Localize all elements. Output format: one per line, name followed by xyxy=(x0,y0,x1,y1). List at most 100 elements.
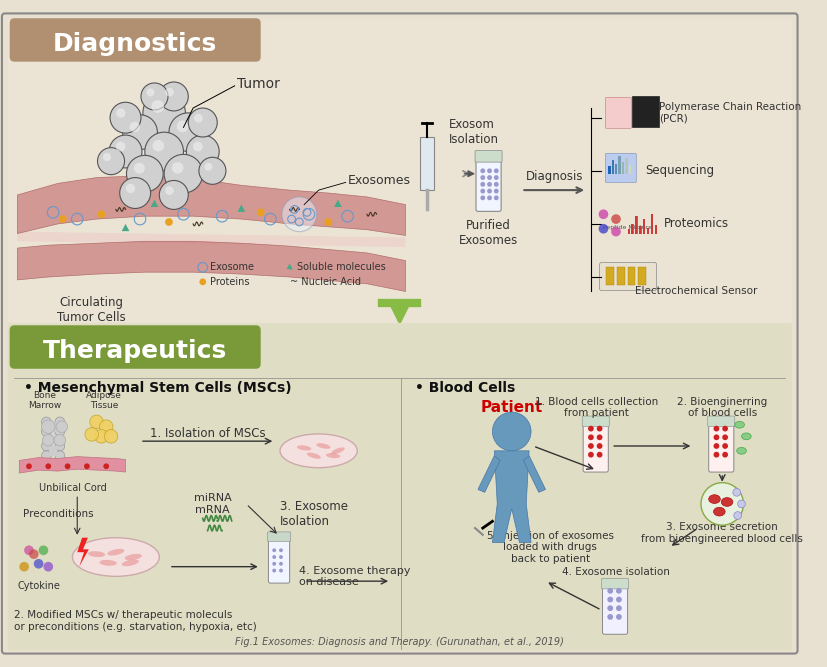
Bar xyxy=(49,422,57,432)
Ellipse shape xyxy=(326,453,340,458)
Circle shape xyxy=(199,148,213,161)
Circle shape xyxy=(116,109,126,117)
Circle shape xyxy=(188,108,217,137)
Text: Fig.1 Exosomes: Diagnosis and Therapy. (Gurunathan, et al., 2019): Fig.1 Exosomes: Diagnosis and Therapy. (… xyxy=(235,637,563,647)
Bar xyxy=(643,219,645,233)
Circle shape xyxy=(160,109,177,125)
Circle shape xyxy=(486,182,491,187)
Circle shape xyxy=(721,426,727,432)
FancyBboxPatch shape xyxy=(582,420,608,472)
Text: Polymerase Chain Reaction
(PCR): Polymerase Chain Reaction (PCR) xyxy=(658,102,801,123)
Circle shape xyxy=(493,189,498,193)
Bar xyxy=(638,226,640,233)
Ellipse shape xyxy=(734,422,743,428)
Bar xyxy=(608,166,610,173)
Circle shape xyxy=(272,555,276,559)
FancyBboxPatch shape xyxy=(475,151,501,162)
Circle shape xyxy=(486,175,491,180)
Circle shape xyxy=(721,443,727,449)
Circle shape xyxy=(700,483,743,525)
Circle shape xyxy=(165,88,174,97)
Circle shape xyxy=(103,153,111,161)
Text: Unbilical Cord: Unbilical Cord xyxy=(39,483,106,493)
Circle shape xyxy=(65,464,70,469)
Circle shape xyxy=(193,141,203,151)
Circle shape xyxy=(198,157,226,184)
Circle shape xyxy=(606,605,612,611)
Circle shape xyxy=(56,421,68,432)
Bar xyxy=(627,229,629,233)
Polygon shape xyxy=(333,200,342,207)
FancyBboxPatch shape xyxy=(599,263,656,291)
FancyBboxPatch shape xyxy=(605,97,631,128)
Circle shape xyxy=(596,434,602,440)
Text: Bone
Marrow: Bone Marrow xyxy=(28,391,61,410)
Circle shape xyxy=(109,135,141,168)
Text: Proteomics: Proteomics xyxy=(663,217,729,230)
FancyBboxPatch shape xyxy=(581,416,609,427)
Circle shape xyxy=(596,426,602,432)
Polygon shape xyxy=(17,231,405,247)
FancyBboxPatch shape xyxy=(708,420,733,472)
Text: miRNA
mRNA: miRNA mRNA xyxy=(194,493,231,515)
Bar xyxy=(646,227,648,233)
Circle shape xyxy=(493,175,498,180)
Circle shape xyxy=(141,83,168,110)
Polygon shape xyxy=(477,456,500,492)
Circle shape xyxy=(41,417,51,427)
Ellipse shape xyxy=(72,538,159,576)
Circle shape xyxy=(59,215,66,223)
FancyBboxPatch shape xyxy=(600,578,628,589)
Circle shape xyxy=(159,181,188,209)
Circle shape xyxy=(493,182,498,187)
Circle shape xyxy=(737,500,744,508)
Circle shape xyxy=(24,546,34,555)
Circle shape xyxy=(164,154,203,193)
Ellipse shape xyxy=(307,452,320,459)
Circle shape xyxy=(141,170,155,185)
Ellipse shape xyxy=(88,551,105,557)
Text: 3. Exosome
Isolation: 3. Exosome Isolation xyxy=(280,500,347,528)
FancyBboxPatch shape xyxy=(602,582,627,634)
Bar xyxy=(646,227,648,233)
Circle shape xyxy=(598,224,608,233)
Bar xyxy=(628,165,630,173)
Text: Preconditions: Preconditions xyxy=(22,508,93,518)
Circle shape xyxy=(110,102,141,133)
Circle shape xyxy=(39,546,48,555)
Circle shape xyxy=(256,209,265,216)
Circle shape xyxy=(610,214,620,224)
Polygon shape xyxy=(17,241,405,291)
Circle shape xyxy=(136,129,151,143)
Circle shape xyxy=(122,115,157,149)
Circle shape xyxy=(165,186,174,195)
FancyBboxPatch shape xyxy=(2,13,796,654)
Circle shape xyxy=(176,121,188,132)
Polygon shape xyxy=(77,538,88,567)
Text: 1. Isolation of MSCs: 1. Isolation of MSCs xyxy=(150,427,265,440)
Circle shape xyxy=(596,443,602,449)
FancyBboxPatch shape xyxy=(7,19,791,322)
Polygon shape xyxy=(151,200,158,207)
Circle shape xyxy=(84,464,89,469)
Circle shape xyxy=(104,430,117,443)
Ellipse shape xyxy=(99,559,117,566)
Circle shape xyxy=(45,464,51,469)
FancyBboxPatch shape xyxy=(632,97,658,127)
Circle shape xyxy=(480,168,485,173)
Bar xyxy=(627,229,629,233)
Circle shape xyxy=(19,562,29,572)
Ellipse shape xyxy=(297,446,311,450)
Text: 4. Exosome therapy
on disease: 4. Exosome therapy on disease xyxy=(299,566,410,587)
Circle shape xyxy=(733,512,741,520)
Bar xyxy=(634,216,637,233)
Circle shape xyxy=(209,168,220,179)
Text: Exosomes: Exosomes xyxy=(347,174,410,187)
Circle shape xyxy=(55,441,65,451)
Circle shape xyxy=(98,210,105,218)
Bar xyxy=(614,164,617,173)
Circle shape xyxy=(587,434,593,440)
Circle shape xyxy=(587,443,593,449)
Circle shape xyxy=(55,451,65,460)
Ellipse shape xyxy=(331,447,344,455)
